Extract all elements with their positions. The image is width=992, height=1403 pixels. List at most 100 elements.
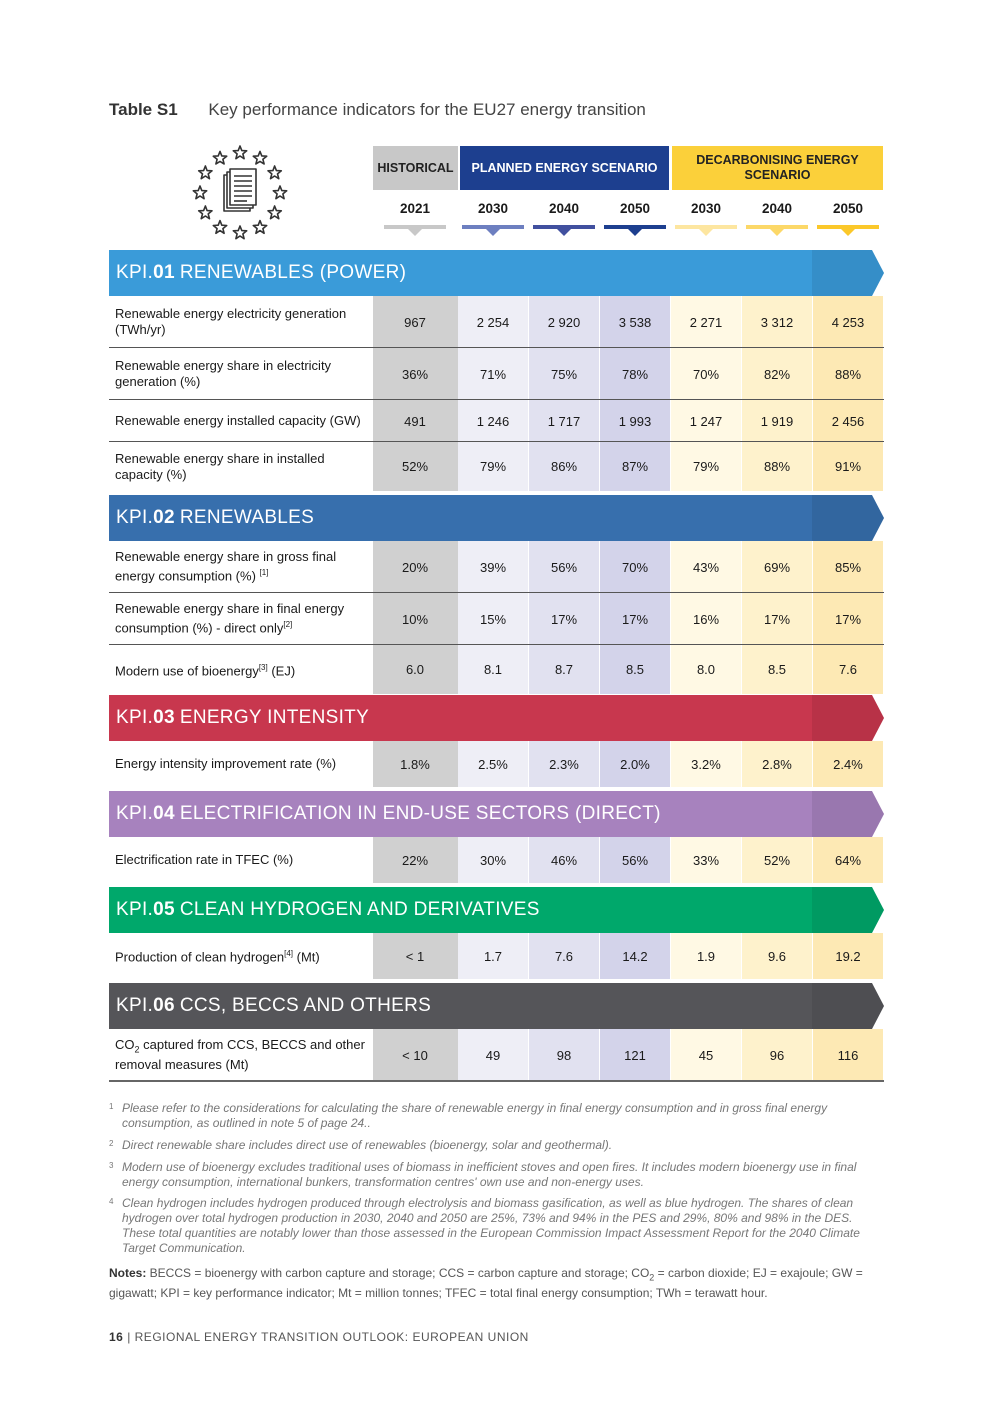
column-shade: [529, 296, 599, 491]
table-cell: 78%: [621, 366, 649, 382]
footnote: 4 Clean hydrogen includes hydrogen produc…: [109, 1196, 884, 1256]
kpi-arrow: [812, 695, 884, 741]
footnote-text: Please refer to the considerations for c…: [122, 1101, 828, 1130]
table-cell: 70%: [692, 366, 720, 382]
table-cell: 15%: [479, 611, 507, 627]
kpi-prefix: KPI.: [116, 899, 154, 920]
column-shade: [372, 296, 458, 491]
table-cell: 8.1: [483, 662, 503, 677]
footnote-text: Direct renewable share includes direct u…: [122, 1138, 613, 1152]
table-cell: 2 271: [689, 314, 723, 330]
row-label: Renewable energy share in gross final en…: [115, 549, 337, 584]
table-cell: 46%: [550, 852, 578, 868]
row-label: Renewable energy share in installed capa…: [115, 450, 325, 482]
table-cell: 6.0: [405, 662, 425, 677]
table-cell: 69%: [763, 559, 791, 575]
kpi-header-06: KPI. 06 CCS, BECCS AND OTHERS: [109, 983, 812, 1029]
table-cell: 1.7: [483, 948, 503, 964]
table-cell: 52%: [763, 852, 791, 868]
year-bar: [462, 225, 524, 229]
kpi-title: RENEWABLES: [179, 507, 315, 528]
kpi-header-04: KPI. 04 ELECTRIFICATION IN END-USE SECTOR…: [109, 791, 812, 837]
column-shade: [458, 1029, 528, 1081]
year-header: 2050: [619, 201, 651, 216]
column-shade: [529, 1029, 599, 1081]
table-cell: 79%: [692, 459, 720, 474]
year-marker: [557, 229, 571, 236]
header-decarbonising-energy-scenario: DECARBONISING ENERGY SCENARIO: [672, 146, 883, 190]
table-cell: 3.2%: [691, 756, 721, 772]
column-shade: [458, 837, 528, 883]
year-bar: [384, 225, 446, 229]
year-header: 2050: [832, 201, 864, 216]
kpi-header-01: KPI. 01 RENEWABLES (POWER): [109, 250, 812, 296]
kpi-header-03: KPI. 03 ENERGY INTENSITY: [109, 695, 812, 741]
column-shade: [458, 541, 528, 694]
row-label: Renewable energy installed capacity (GW): [115, 413, 361, 428]
table-cell: 75%: [550, 366, 578, 382]
table-cell: 7.6: [838, 662, 858, 677]
table-cell: 4 253: [831, 314, 865, 330]
column-shade: [671, 741, 741, 787]
column-shade: [600, 741, 670, 787]
eu-document-icon: [192, 145, 288, 240]
table-cell: 88%: [763, 459, 791, 474]
footnote-text: Modern use of bioenergy excludes traditi…: [122, 1160, 857, 1189]
row-divider: [109, 1080, 884, 1082]
notes: Notes: BECCS = bioenergy with carbon cap…: [109, 1265, 889, 1301]
table-cell: 116: [837, 1047, 859, 1063]
kpi-arrow: [812, 983, 884, 1029]
footnote-number: 1: [109, 1102, 114, 1111]
table-cell: 17%: [763, 611, 791, 627]
table-caption: Key performance indicators for the EU27 …: [208, 100, 646, 119]
column-shade: [813, 741, 883, 787]
kpi-title: RENEWABLES (POWER): [179, 262, 407, 283]
table-cell: 9.6: [767, 948, 787, 964]
column-shade: [813, 1029, 883, 1081]
column-shade: [671, 296, 741, 491]
table-cell: 30%: [479, 852, 507, 868]
table-cell: 2 456: [831, 413, 865, 429]
table-cell: 1 919: [760, 413, 794, 429]
table-cell: 98: [556, 1047, 572, 1063]
table-cell: 14.2: [622, 948, 648, 964]
table-cell: 49: [485, 1047, 501, 1063]
table-cell: 22%: [401, 852, 429, 868]
kpi-prefix: KPI.: [116, 707, 154, 728]
year-bar: [817, 225, 879, 229]
table-label: Table S1: [109, 100, 178, 119]
year-bar: [675, 225, 737, 229]
column-shade: [600, 837, 670, 883]
column-shade: [600, 1029, 670, 1081]
table-cell: 1 247: [689, 413, 723, 429]
header-planned-energy-scenario: PLANNED ENERGY SCENARIO: [460, 146, 669, 190]
kpi-number: 01: [153, 262, 175, 283]
table-cell: 33%: [692, 852, 720, 868]
kpi-number: 04: [153, 803, 175, 824]
column-shade: [372, 837, 458, 883]
kpi-prefix: KPI.: [116, 995, 154, 1016]
header-historical: HISTORICAL: [373, 146, 458, 190]
column-shade: [742, 933, 812, 979]
column-shade: [742, 1029, 812, 1081]
kpi-arrow: [812, 250, 884, 296]
table-cell: 87%: [621, 459, 649, 474]
table-cell: 17%: [550, 611, 578, 627]
column-shade: [671, 933, 741, 979]
row-divider: [109, 441, 884, 442]
table-cell: 10%: [401, 611, 429, 627]
table-cell: 2.8%: [762, 756, 792, 772]
year-header: 2040: [761, 201, 793, 216]
table-cell: < 1: [405, 948, 425, 964]
year-marker: [841, 229, 855, 236]
column-shade: [529, 933, 599, 979]
row-label: Production of clean hydrogen[4] (Mt): [115, 949, 320, 965]
column-shade: [742, 741, 812, 787]
year-bar: [746, 225, 808, 229]
table-cell: 82%: [763, 366, 791, 382]
notes-text-b: = carbon dioxide; EJ = exajoule; GW = gi…: [109, 1266, 863, 1301]
table-cell: 8.5: [767, 662, 787, 677]
table-cell: 16%: [692, 611, 720, 627]
table-cell: 88%: [834, 366, 862, 382]
column-shade: [671, 837, 741, 883]
